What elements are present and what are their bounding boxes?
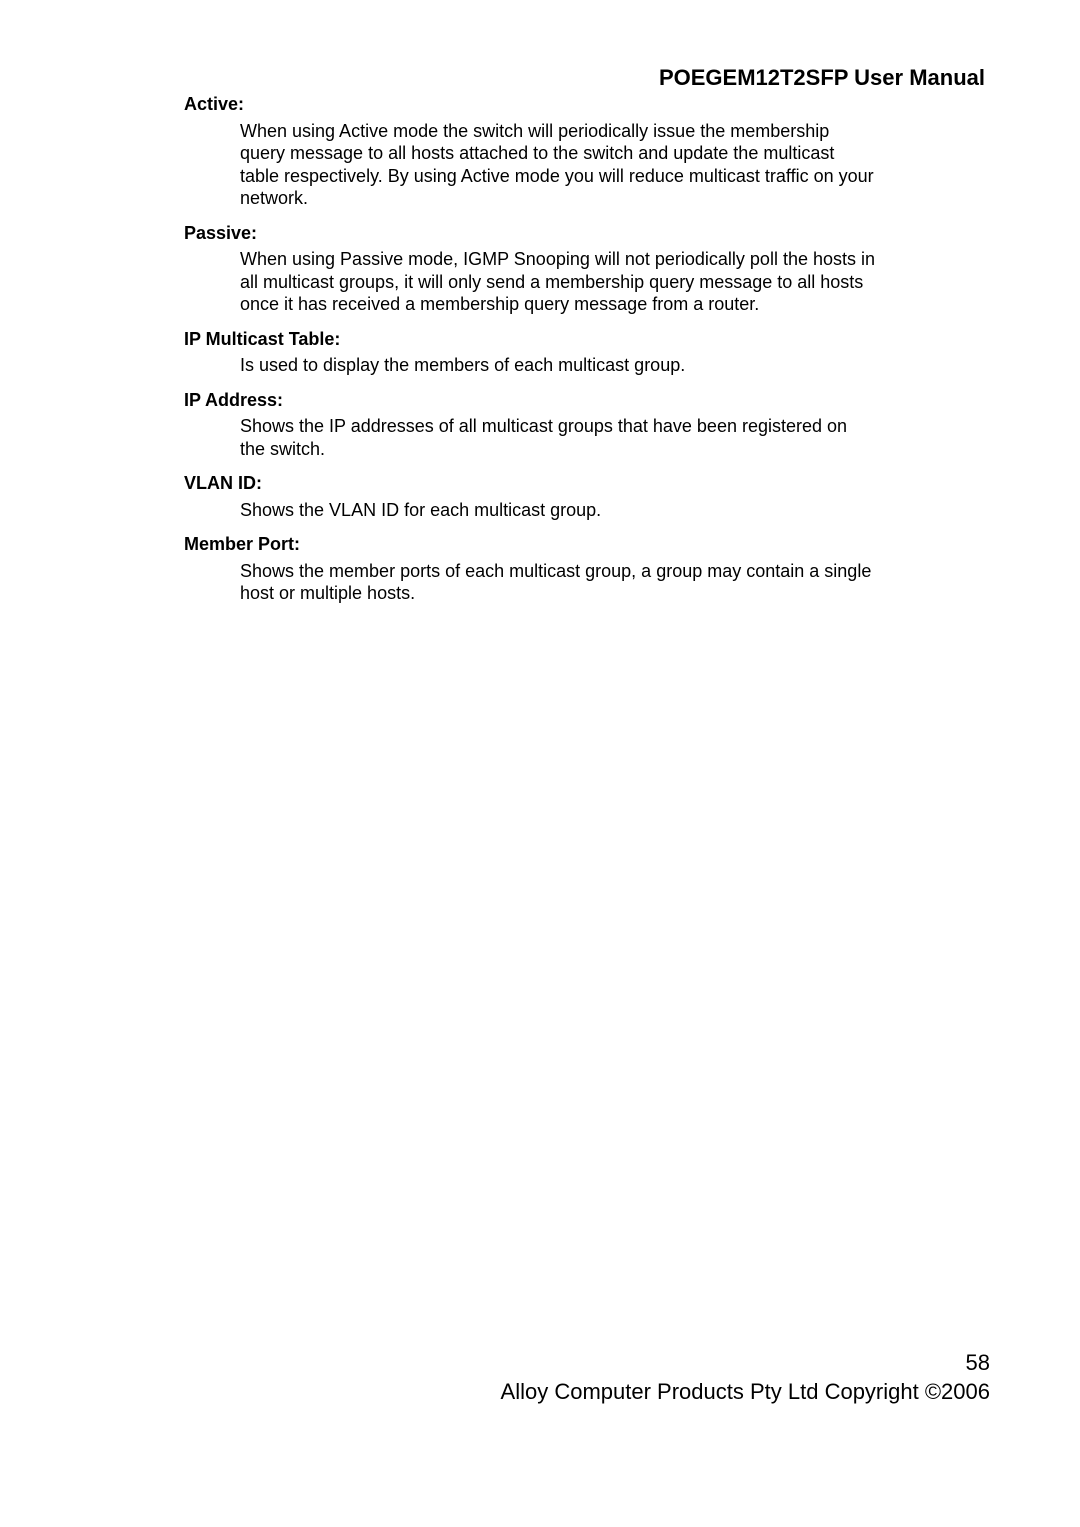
desc-member-port: Shows the member ports of each multicast… — [240, 560, 875, 605]
desc-passive: When using Passive mode, IGMP Snooping w… — [240, 248, 875, 316]
desc-ip-address: Shows the IP addresses of all multicast … — [240, 415, 875, 460]
section-passive: Passive: When using Passive mode, IGMP S… — [184, 222, 990, 316]
section-vlan-id: VLAN ID: Shows the VLAN ID for each mult… — [184, 472, 990, 521]
term-vlan-id: VLAN ID: — [184, 472, 990, 495]
copyright-line: Alloy Computer Products Pty Ltd Copyrigh… — [501, 1377, 990, 1407]
page-number: 58 — [501, 1348, 990, 1378]
term-active: Active: — [184, 93, 990, 116]
section-active: Active: When using Active mode the switc… — [184, 93, 990, 210]
document-header-title: POEGEM12T2SFP User Manual — [184, 65, 990, 91]
term-ip-multicast-table: IP Multicast Table: — [184, 328, 990, 351]
section-ip-multicast-table: IP Multicast Table: Is used to display t… — [184, 328, 990, 377]
page-footer: 58 Alloy Computer Products Pty Ltd Copyr… — [501, 1348, 990, 1407]
desc-vlan-id: Shows the VLAN ID for each multicast gro… — [240, 499, 875, 522]
term-passive: Passive: — [184, 222, 990, 245]
term-ip-address: IP Address: — [184, 389, 990, 412]
section-member-port: Member Port: Shows the member ports of e… — [184, 533, 990, 605]
term-member-port: Member Port: — [184, 533, 990, 556]
section-ip-address: IP Address: Shows the IP addresses of al… — [184, 389, 990, 461]
desc-active: When using Active mode the switch will p… — [240, 120, 875, 210]
page-container: POEGEM12T2SFP User Manual Active: When u… — [0, 0, 1080, 1527]
desc-ip-multicast-table: Is used to display the members of each m… — [240, 354, 875, 377]
